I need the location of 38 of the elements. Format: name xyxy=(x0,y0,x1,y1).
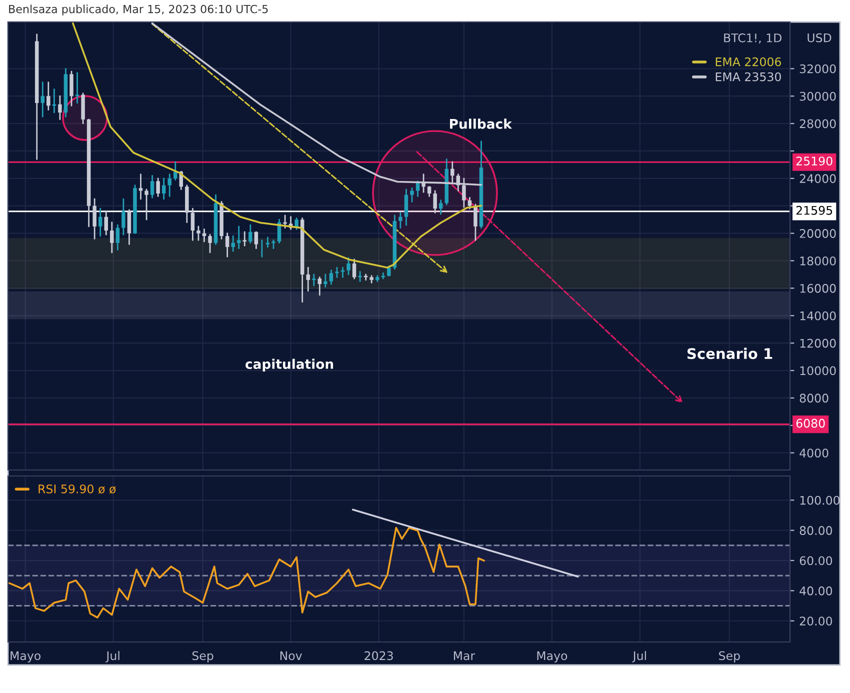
x-tick-label: Jul xyxy=(106,651,120,662)
y-tick-label: 10000 xyxy=(800,366,836,376)
y-axis-title: USD xyxy=(808,33,832,42)
legend-label: EMA 22006 xyxy=(716,57,781,66)
chart-title: Benlsaza publicado, Mar 15, 2023 06:10 UTC-5 xyxy=(9,4,268,16)
y-tick-label: 14000 xyxy=(800,311,836,320)
y-tick-label: 18000 xyxy=(800,256,836,266)
x-tick-label: Sep xyxy=(719,651,740,662)
y-tick-label: 24000 xyxy=(800,174,836,184)
ref-line-label: 6080 xyxy=(796,418,825,428)
legend-label: EMA 23530 xyxy=(716,72,781,82)
x-tick-label: Mar xyxy=(454,651,476,660)
annotation: Scenario 1 xyxy=(687,348,772,360)
annotation: BTC1!, 1D xyxy=(724,33,782,44)
y-tick-label: 12000 xyxy=(800,338,836,348)
y-tick-label: 30000 xyxy=(800,92,836,101)
x-tick-label: Nov xyxy=(280,651,302,660)
x-tick-label: Sep xyxy=(192,651,214,662)
ref-line-label: 21595 xyxy=(796,206,832,215)
y-tick-label: 40.00 xyxy=(800,586,832,596)
y-tick-label: 4000 xyxy=(800,448,828,458)
y-tick-label: 20000 xyxy=(800,229,836,238)
x-tick-label: 2023 xyxy=(364,651,393,660)
x-tick-label: Jul xyxy=(632,651,646,662)
y-tick-label: 60.00 xyxy=(800,556,832,566)
x-tick-label: Mayo xyxy=(10,651,40,662)
annotation: capitulation xyxy=(246,358,334,372)
y-tick-label: 32000 xyxy=(800,64,836,74)
y-tick-label: 80.00 xyxy=(800,526,832,535)
y-tick-label: 20.00 xyxy=(800,616,832,626)
annotation: Pullback xyxy=(450,118,512,129)
x-tick-label: Mayo xyxy=(537,651,568,662)
ref-line-label: 25190 xyxy=(796,156,832,166)
y-tick-label: 28000 xyxy=(800,119,836,128)
y-tick-label: 16000 xyxy=(800,284,836,293)
y-tick-label: 100.00 xyxy=(800,496,840,505)
y-tick-label: 8000 xyxy=(800,394,828,403)
legend-label: RSI 59.90 ø ø xyxy=(38,484,116,494)
